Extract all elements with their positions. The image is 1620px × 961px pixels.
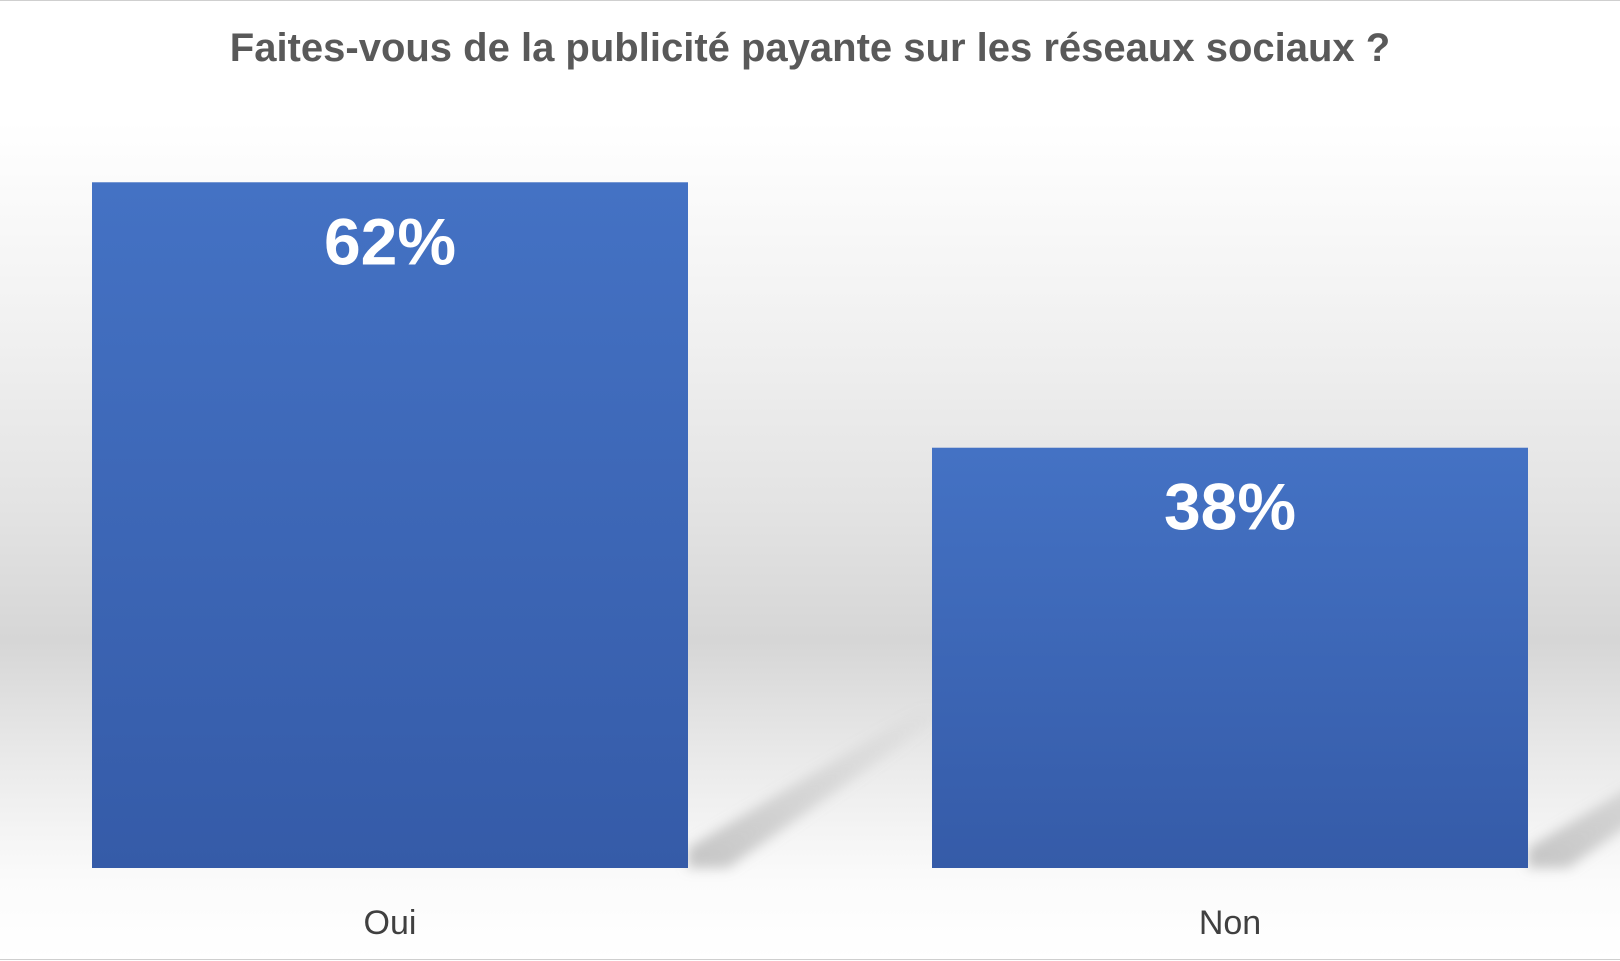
- category-labels: Oui Non: [364, 904, 1262, 942]
- value-labels: 62% 38%: [324, 204, 1296, 543]
- value-label-non: 38%: [1164, 470, 1296, 544]
- bar-non: [932, 447, 1528, 868]
- bars: [92, 182, 1528, 868]
- bar-shadow-non: [1528, 793, 1620, 868]
- bar-shadows: [688, 708, 1620, 868]
- category-label-non: Non: [1199, 904, 1261, 942]
- chart-title: Faites-vous de la publicité payante sur …: [230, 26, 1390, 70]
- bar-shadow-oui: [688, 708, 953, 868]
- bar-oui: [92, 182, 688, 868]
- category-label-oui: Oui: [364, 904, 417, 942]
- value-label-oui: 62%: [324, 204, 456, 278]
